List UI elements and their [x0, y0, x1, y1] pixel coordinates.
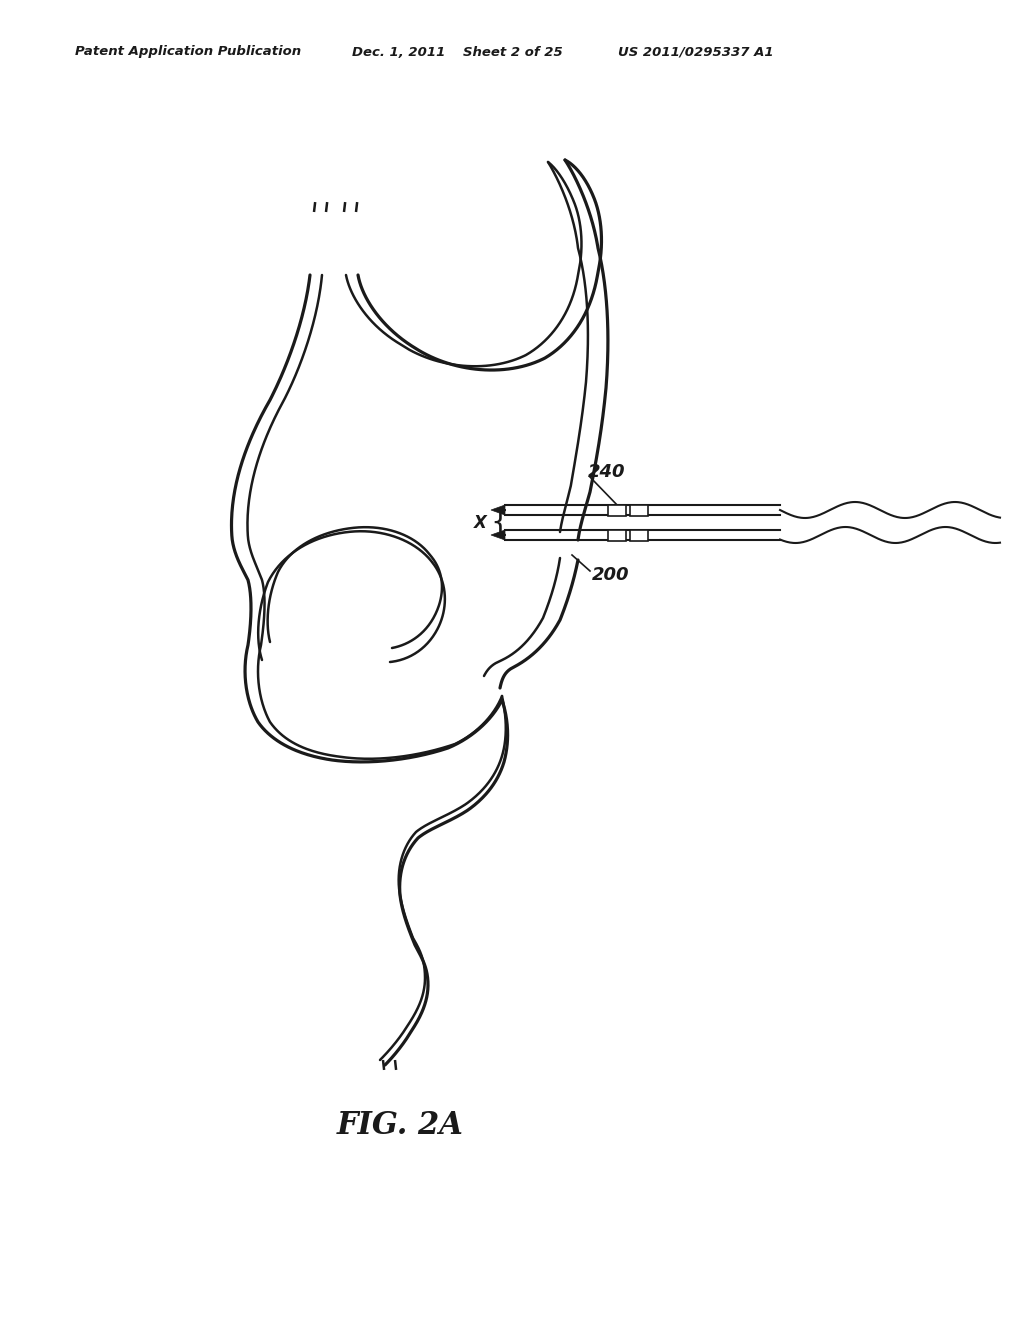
Text: 240: 240 — [588, 463, 626, 480]
Text: X: X — [473, 513, 486, 532]
FancyBboxPatch shape — [630, 529, 648, 540]
Text: US 2011/0295337 A1: US 2011/0295337 A1 — [618, 45, 773, 58]
Text: 200: 200 — [592, 566, 630, 583]
FancyBboxPatch shape — [608, 504, 626, 516]
FancyBboxPatch shape — [608, 529, 626, 540]
Text: Patent Application Publication: Patent Application Publication — [75, 45, 301, 58]
Text: Sheet 2 of 25: Sheet 2 of 25 — [463, 45, 563, 58]
Text: FIG. 2A: FIG. 2A — [337, 1110, 464, 1140]
Text: {: { — [490, 508, 509, 536]
Text: Dec. 1, 2011: Dec. 1, 2011 — [352, 45, 445, 58]
Polygon shape — [490, 531, 505, 540]
Polygon shape — [490, 506, 505, 515]
FancyBboxPatch shape — [630, 504, 648, 516]
